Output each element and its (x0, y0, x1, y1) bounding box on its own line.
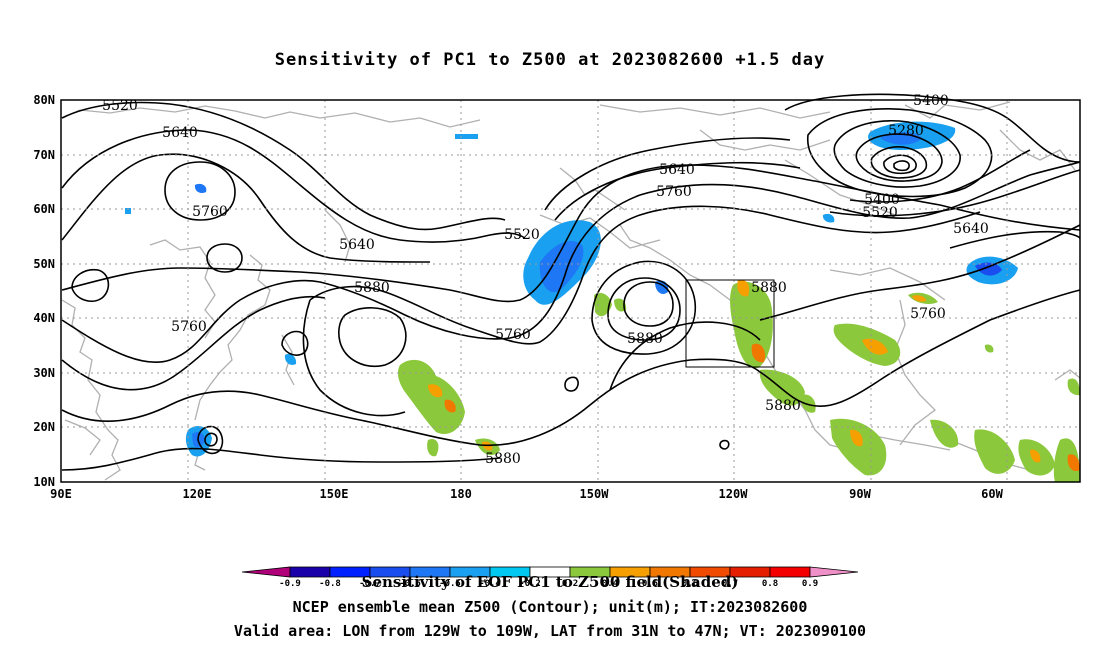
colorbar-cells (241, 566, 859, 578)
contour-label: 5520 (102, 98, 138, 114)
contour-label: 5400 (864, 192, 900, 208)
contour-label: 5880 (354, 280, 390, 296)
sensitivity-shading (125, 121, 1080, 482)
contour-label: 5760 (656, 184, 692, 200)
lon-label: 180 (450, 487, 472, 501)
contour-label: 5640 (339, 237, 375, 253)
colorbar-tick-label: -0.6 (399, 579, 421, 589)
coastlines (61, 101, 1081, 481)
contour-label: 5760 (171, 319, 207, 335)
lon-label: 120W (719, 487, 749, 501)
lat-label: 20N (33, 420, 55, 434)
lat-axis-labels: 80N 70N 60N 50N 40N 30N 20N 10N (33, 93, 55, 489)
lat-label: 50N (33, 257, 55, 271)
colorbar-tick-label: -0.4 (479, 579, 501, 589)
contour-label: 5880 (765, 398, 801, 414)
lat-label: 60N (33, 202, 55, 216)
lat-lon-grid (61, 100, 1080, 482)
contour-label: 5760 (495, 327, 531, 343)
contour-label: 5760 (192, 204, 228, 220)
colorbar-tick-label: -0.8 (319, 579, 341, 589)
colorbar-ticks: -0.9 -0.8 -0.7 -0.6 -0.5 -0.4 -0.2 0.2 0.4 0.5 0.6… (279, 579, 818, 589)
colorbar-tick-label: -0.9 (279, 579, 301, 589)
lon-label: 150E (320, 487, 349, 501)
contour-label: 5520 (504, 227, 540, 243)
z500-contours (61, 93, 1081, 471)
colorbar-tick-label: -0.5 (439, 579, 461, 589)
lat-label: 10N (33, 475, 55, 489)
lat-label: 40N (33, 311, 55, 325)
lon-label: 90E (50, 487, 72, 501)
map-title: Sensitivity of PC1 to Z500 at 2023082600… (274, 50, 826, 70)
map-frame (60, 99, 1081, 483)
valid-area-box (685, 279, 775, 368)
colorbar-tick-label: 0.6 (682, 579, 698, 589)
colorbar-tick-label: 0.7 (722, 579, 738, 589)
contour-label: 5640 (659, 162, 695, 178)
lon-label: 150W (580, 487, 610, 501)
contour-label: 5520 (862, 205, 898, 221)
lon-label: 90W (849, 487, 871, 501)
contour-label: 5640 (953, 221, 989, 237)
contour-label: 5880 (751, 280, 787, 296)
lon-label: 60W (981, 487, 1003, 501)
lon-axis-labels: 90E 120E 150E 180 150W 120W 90W 60W (50, 487, 1003, 501)
contour-label: 5880 (485, 451, 521, 467)
colorbar-tick-label: 0.8 (762, 579, 778, 589)
colorbar-tick-label: 0.5 (642, 579, 658, 589)
colorbar: -0.9 -0.8 -0.7 -0.6 -0.5 -0.4 -0.2 0.2 0.4 0.5 0.6… (241, 566, 859, 589)
lat-label: 30N (33, 366, 55, 380)
colorbar-tick-label: -0.7 (359, 579, 381, 589)
colorbar-tick-label: 0.4 (602, 579, 619, 589)
footer-line-2: Valid area: LON from 129W to 109W, LAT f… (233, 622, 867, 640)
lat-label: 70N (33, 148, 55, 162)
contour-label: 5640 (162, 125, 198, 141)
colorbar-tick-label: 0.2 (562, 579, 578, 589)
contour-label: 5400 (913, 93, 949, 109)
colorbar-title: Sensitivity of EOF PC1 to Z500 field(Sha… (361, 573, 739, 591)
footer-line-1: NCEP ensemble mean Z500 (Contour); unit(… (292, 598, 808, 616)
colorbar-end-right (809, 566, 859, 578)
colorbar-tick-label: 0.9 (802, 579, 818, 589)
contour-label: 5280 (888, 123, 924, 139)
colorbar-tick-label: -0.2 (519, 579, 541, 589)
lon-label: 120E (183, 487, 212, 501)
contour-label: 5880 (627, 331, 663, 347)
lat-label: 80N (33, 93, 55, 107)
contour-label: 5760 (910, 306, 946, 322)
contour-labels: 5520 5640 5760 5640 5760 5880 5520 5640 … (102, 93, 989, 467)
